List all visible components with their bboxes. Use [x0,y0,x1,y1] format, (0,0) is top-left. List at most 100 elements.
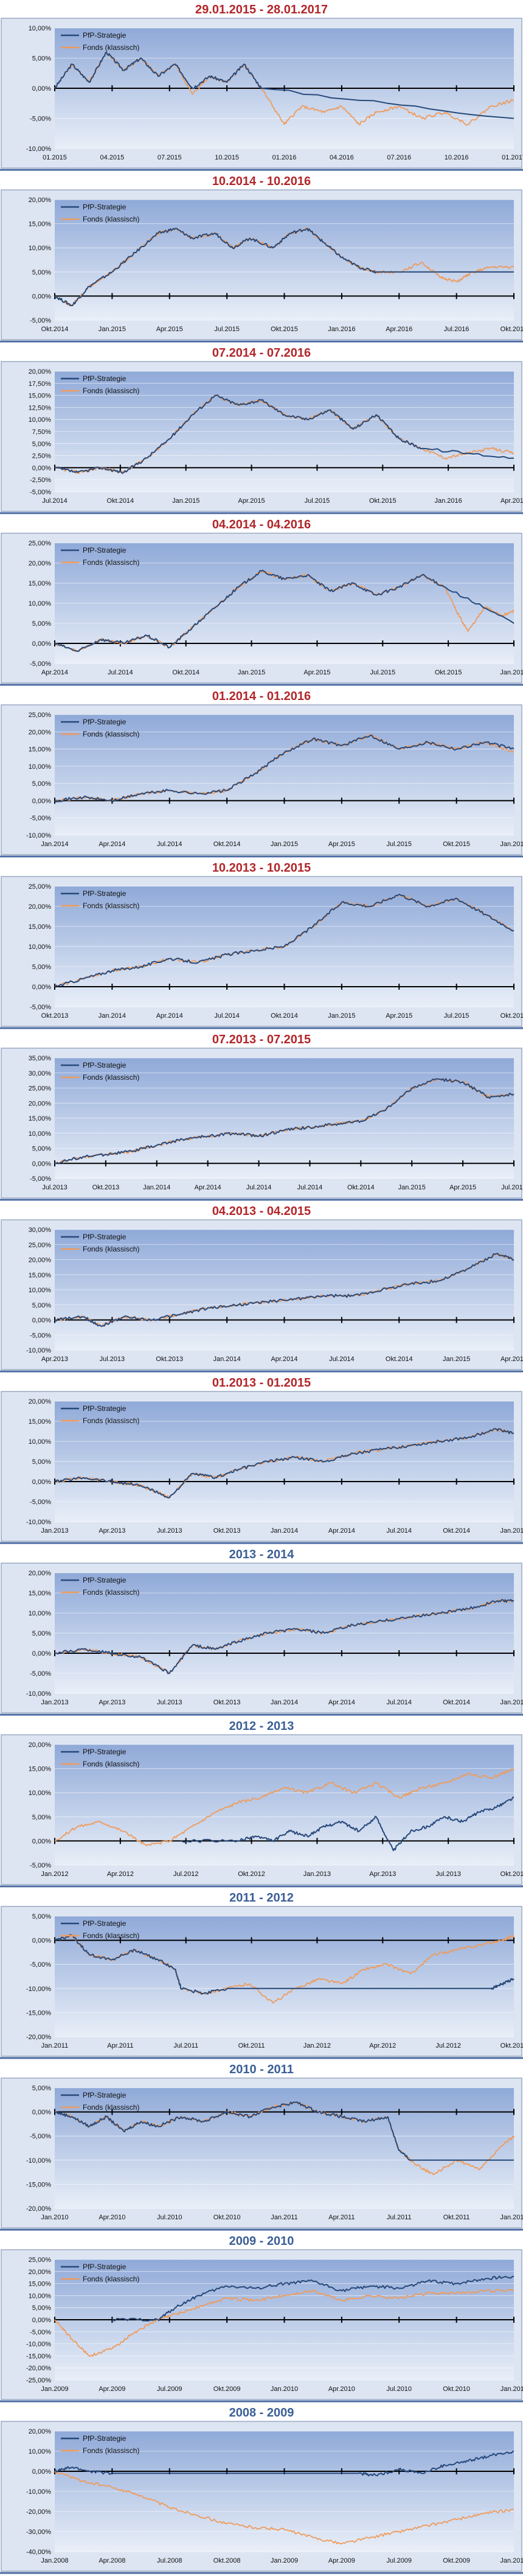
y-tick-label: 5,00% [32,780,51,788]
y-tick-label: -5,00% [30,1670,51,1678]
x-tick-label: Jul.2008 [157,2557,182,2564]
y-tick-label: 15,00% [29,1418,52,1426]
y-tick-label: 0,00% [32,2468,51,2476]
y-tick-label: 0,00% [32,464,51,472]
legend-label-fonds: Fonds (klassisch) [83,1416,139,1425]
y-tick-label: -5,00% [30,1332,51,1339]
x-tick-label: Okt.2014 [107,497,134,505]
y-tick-label: 10,00% [29,1287,52,1294]
x-tick-label: Okt.2016 [500,326,523,333]
x-tick-label: 07.2016 [387,154,411,161]
x-tick-label: Jan.2015 [500,1699,523,1706]
y-tick-label: -5,00% [30,1862,51,1869]
chart-panel-10: 2013 - 2014 20,00% 15,00% 10,00% 5,00% 0,00% -… [0,1548,523,1716]
legend-label-fonds: Fonds (klassisch) [83,1073,139,1082]
chart-panel-3: 07.2014 - 07.2016 20,00% 17,50% 15,00% 12,50… [0,346,523,514]
y-tick-label: 20,00% [29,560,52,567]
x-tick-label: Jan.2012 [500,2214,523,2221]
x-tick-label: Jul.2011 [387,2214,412,2221]
y-tick-label: -20,00% [26,2508,51,2516]
legend-label-pfp: PfP-Strategie [83,889,126,898]
y-tick-label: 10,00% [29,1610,52,1617]
y-tick-label: 0,00% [32,2109,51,2116]
x-tick-label: Jul.2012 [435,2042,461,2049]
x-tick-label: Apr.2014 [271,1356,297,1363]
y-tick-label: 0,00% [32,1838,51,1845]
y-tick-label: 15,00% [29,923,52,931]
x-tick-label: Apr.2014 [195,1184,221,1191]
y-tick-label: 15,00% [29,580,52,587]
x-tick-label: Jan.2011 [500,2385,523,2393]
x-tick-label: Jul.2014 [297,1184,323,1191]
y-tick-label: 15,00% [29,1590,52,1597]
x-tick-label: Okt.2015 [271,326,298,333]
x-tick-label: Jan.2015 [398,1184,426,1191]
x-tick-label: Apr.2014 [328,1699,355,1706]
legend-label-fonds: Fonds (klassisch) [83,730,139,738]
x-tick-label: Okt.2014 [41,326,69,333]
x-tick-label: Jan.2015 [172,497,199,505]
chart-title: 07.2014 - 07.2016 [212,346,311,360]
legend-label-pfp: PfP-Strategie [83,546,126,555]
x-tick-label: Okt.2013 [213,1527,241,1535]
x-tick-label: Apr.2013 [99,1699,125,1706]
y-tick-label: 25,00% [29,883,52,891]
x-tick-label: Jan.2014 [271,1699,298,1706]
x-tick-label: Jan.2010 [500,2557,523,2564]
x-tick-label: Apr.2008 [99,2557,125,2564]
y-tick-label: 25,00% [29,712,52,719]
y-tick-label: 35,00% [29,1055,52,1062]
y-tick-label: -10,00% [26,2341,51,2348]
x-tick-label: Jan.2011 [41,2042,68,2049]
y-tick-label: 0,00% [32,1479,51,1486]
chart-title: 01.2013 - 01.2015 [212,1376,311,1390]
x-tick-label: Okt.2011 [443,2214,470,2221]
x-tick-label: Okt.2013 [92,1184,120,1191]
chart-panel-13: 2010 - 2011 5,00% 0,00% -5,00% -10,00% -15,00… [0,2063,523,2231]
series-line-pfp-strategie [54,2101,514,2161]
y-tick-label: 15,00% [29,1766,52,1773]
x-tick-label: Okt.2014 [386,1356,413,1363]
x-tick-label: Apr.2014 [328,1527,355,1535]
x-tick-label: Jul.2015 [501,1184,523,1191]
x-tick-label: Jul.2015 [214,326,240,333]
y-tick-label: 15,00% [29,1272,52,1279]
series-line-pfp-strategie [54,734,514,803]
x-tick-label: Jul.2014 [108,669,133,676]
y-tick-label: 5,00% [32,441,51,448]
y-tick-label: 5,00% [32,2085,51,2092]
x-tick-label: Jul.2011 [173,2042,198,2049]
y-tick-label: -25,00% [26,2377,51,2384]
x-tick-label: Apr.2011 [328,2214,355,2221]
y-tick-label: 10,00% [29,2292,52,2300]
legend-label-fonds: Fonds (klassisch) [83,1588,139,1597]
y-tick-label: 20,00% [29,1398,52,1405]
y-tick-label: 10,00% [29,1130,52,1138]
y-tick-label: 20,00% [29,1570,52,1577]
series-line-fonds-klassisch [54,1768,514,1847]
chart-panel-14: 2009 - 2010 25,00% 20,00% 15,00% 10,00% 5,00%… [0,2235,523,2403]
x-tick-label: Jan.2011 [271,2214,297,2221]
y-tick-label: -10,00% [26,1986,51,1993]
y-tick-label: 5,00% [32,269,51,276]
x-tick-label: Okt.2015 [500,1012,523,1020]
x-tick-label: Jul.2013 [157,1527,182,1535]
x-tick-label: Jul.2014 [214,1012,240,1020]
y-tick-label: -30,00% [26,2529,51,2536]
plot-area [55,2088,514,2208]
chart-title: 2011 - 2012 [229,1891,294,1905]
y-tick-label: 20,00% [29,1741,52,1749]
y-tick-label: 5,00% [32,1630,51,1637]
chart-title: 10.2014 - 10.2016 [212,175,311,188]
x-tick-label: Okt.2013 [500,1871,523,1878]
y-tick-label: 20,00% [29,2428,52,2435]
legend-label-fonds: Fonds (klassisch) [83,215,139,223]
y-tick-label: 5,00% [32,1302,51,1309]
series-line-pfp-strategie [54,1078,514,1164]
x-tick-label: Okt.2013 [41,1012,69,1020]
y-tick-label: 20,00% [29,1100,52,1107]
chart-title: 01.2014 - 01.2016 [212,690,311,703]
series-line-fonds-klassisch [54,1253,514,1328]
x-tick-label: Okt.2010 [443,2385,470,2393]
